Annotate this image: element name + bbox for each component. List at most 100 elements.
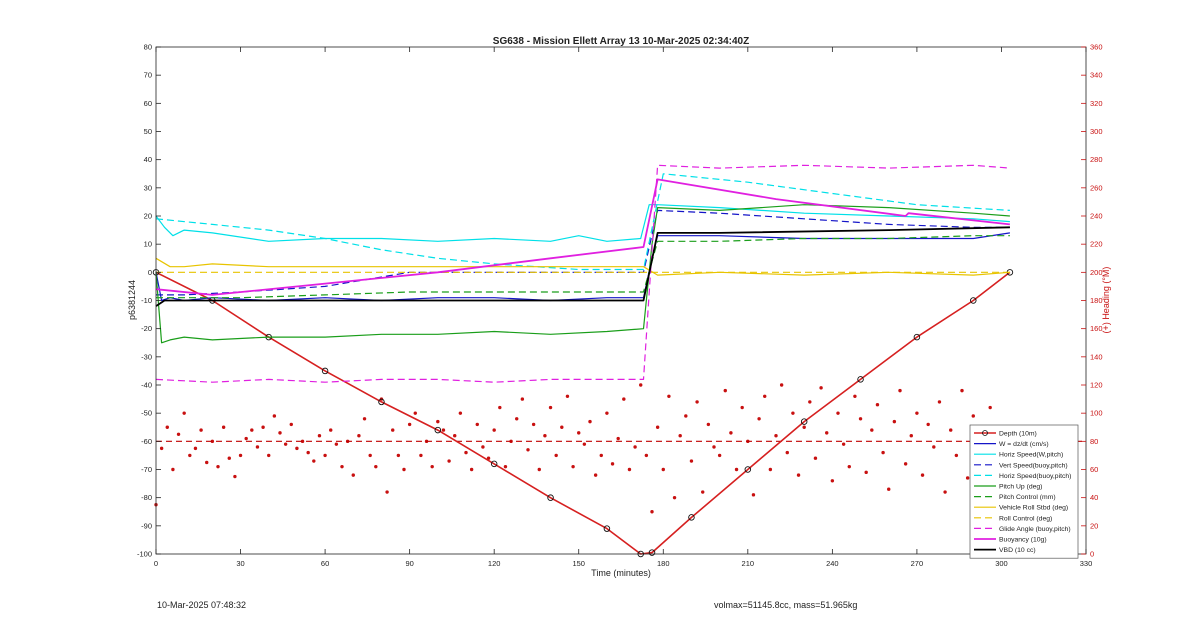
heading-point xyxy=(903,462,908,466)
heading-point xyxy=(661,467,665,472)
heading-point xyxy=(678,434,682,438)
heading-point xyxy=(610,462,615,466)
heading-point xyxy=(622,397,626,401)
heading-point xyxy=(351,473,355,477)
heading-point xyxy=(954,453,959,458)
depth-marker xyxy=(913,333,921,341)
heading-point xyxy=(639,383,643,387)
heading-point xyxy=(250,428,254,432)
y2-tick-label: 20 xyxy=(1090,521,1098,530)
heading-point xyxy=(205,460,209,465)
heading-point xyxy=(887,487,891,491)
heading-point xyxy=(475,422,479,427)
legend: Depth (10m) W = dz/dt (cm/s) Horiz Speed(W… xyxy=(969,424,1079,559)
heading-point xyxy=(802,425,806,429)
depth-marker xyxy=(970,297,977,304)
y-axis-label: p6381244 xyxy=(127,280,137,320)
y2-tick-label: 180 xyxy=(1090,296,1103,305)
y2-tick-label: 100 xyxy=(1090,409,1103,418)
heading-point xyxy=(503,464,508,469)
heading-point xyxy=(971,414,975,418)
y2-tick-label: 320 xyxy=(1090,99,1103,108)
heading-point xyxy=(779,383,784,387)
legend-entry: Horiz Speed(buoy,pitch) xyxy=(999,473,1071,480)
heading-point xyxy=(937,400,942,404)
heading-point xyxy=(227,456,231,460)
heading-point xyxy=(267,453,271,458)
heading-point xyxy=(577,431,581,435)
heading-point xyxy=(199,428,203,432)
x-tick-label: 330 xyxy=(1080,559,1093,568)
heading-point xyxy=(481,445,485,449)
heading-point xyxy=(808,400,812,404)
heading-point xyxy=(221,425,226,429)
legend-entry: Roll Control (deg) xyxy=(999,515,1052,522)
x-tick-label: 240 xyxy=(826,559,839,568)
y2-tick-label: 300 xyxy=(1090,127,1103,136)
heading-point xyxy=(875,403,880,407)
heading-point xyxy=(729,431,733,435)
heading-point xyxy=(334,442,339,446)
heading-point xyxy=(357,434,361,438)
heading-point xyxy=(419,453,423,458)
series-line-7 xyxy=(156,235,1010,299)
heading-point xyxy=(188,453,192,458)
heading-point xyxy=(554,453,558,458)
heading-point xyxy=(159,446,164,451)
legend-entry: Vert Speed(buoy,pitch) xyxy=(999,462,1068,469)
heading-point xyxy=(362,417,367,421)
heading-point xyxy=(655,425,660,429)
heading-point xyxy=(763,394,767,398)
series-line-10 xyxy=(155,164,1010,383)
legend-entry: Horiz Speed(W,pitch) xyxy=(999,452,1063,459)
chart: SG638 - Mission Ellett Array 13 10-Mar-2… xyxy=(127,36,1111,578)
heading-point xyxy=(171,467,175,472)
y-tick-label: -20 xyxy=(141,324,152,333)
heading-point xyxy=(193,446,198,451)
heading-point xyxy=(520,397,525,401)
heading-point xyxy=(830,479,835,483)
heading-point xyxy=(689,459,694,463)
heading-point xyxy=(261,425,265,429)
x-tick-label: 60 xyxy=(321,559,329,568)
heading-point xyxy=(695,400,699,404)
y-tick-label: 20 xyxy=(144,212,152,221)
y-tick-label: 40 xyxy=(144,155,152,164)
heading-point xyxy=(734,467,739,472)
heading-point xyxy=(531,422,536,427)
axes: 0 30 60 90 120 150 180 210 240 270 300 330-100-90-8… xyxy=(137,43,1103,569)
heading-point xyxy=(391,428,395,432)
heading-point xyxy=(289,422,293,427)
legend-box xyxy=(969,424,1079,559)
y-tick-label: 10 xyxy=(144,240,152,249)
legend-entry: Pitch Control (mm) xyxy=(999,494,1056,501)
heading-point xyxy=(672,495,677,500)
y-tick-label: -90 xyxy=(141,521,152,530)
heading-point xyxy=(791,411,795,415)
heading-point xyxy=(599,453,603,458)
heading-point xyxy=(182,411,186,415)
legend-entry: Glide Angle (buoy,pitch) xyxy=(999,526,1071,533)
heading-point xyxy=(571,464,575,469)
heading-point xyxy=(526,448,530,452)
heading-point xyxy=(920,473,925,477)
heading-point xyxy=(560,425,564,429)
heading-point xyxy=(453,434,457,438)
heading-point xyxy=(633,445,637,449)
y2-tick-label: 260 xyxy=(1090,183,1103,192)
heading-point xyxy=(892,419,897,424)
heading-point xyxy=(898,388,902,393)
x-tick-label: 120 xyxy=(488,559,501,568)
y-tick-label: -70 xyxy=(141,465,152,474)
heading-point xyxy=(949,428,953,432)
heading-point xyxy=(295,446,299,451)
y2-tick-label: 360 xyxy=(1090,43,1103,52)
heading-point xyxy=(255,445,260,449)
heading-point xyxy=(323,453,327,458)
y-tick-label: 30 xyxy=(144,183,152,192)
y-tick-label: 0 xyxy=(148,268,152,277)
x-tick-label: 0 xyxy=(154,559,158,568)
heading-point xyxy=(593,473,598,477)
heading-point xyxy=(757,417,761,421)
heading-point xyxy=(965,476,970,480)
